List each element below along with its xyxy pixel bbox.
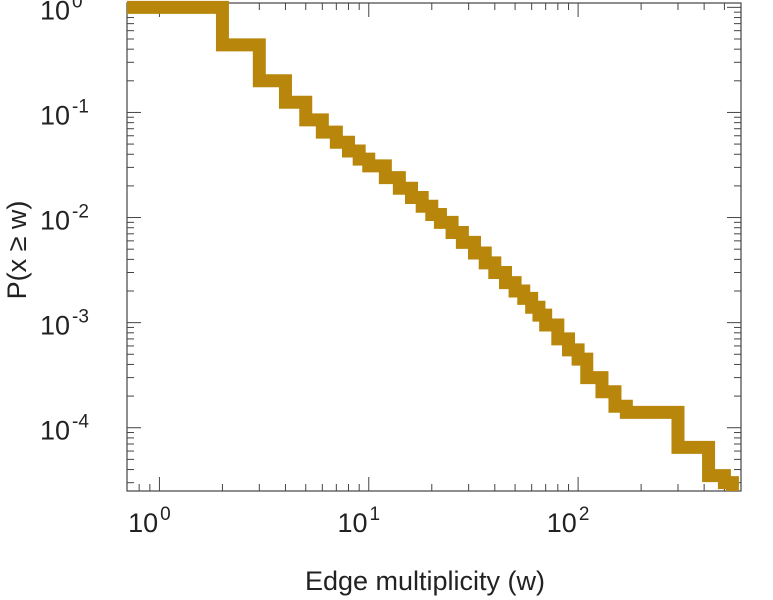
y-axis-label: P(x ≥ w): [2, 201, 32, 300]
x-tick-label: 10 1: [337, 504, 380, 538]
tick-labels: 10 0 10 1 10 2 10 0 10 -1 10 -2 10 -3 10 -4: [40, 0, 589, 538]
y-tick-label: 10 -1: [40, 96, 89, 130]
x-tick-label: 10 0: [128, 504, 171, 538]
series-line: [127, 0, 739, 491]
x-tick-label: 10 2: [547, 504, 590, 538]
plot-frame: [126, 2, 742, 492]
series-layer: [127, 0, 739, 491]
y-tick-label: 10 -2: [40, 202, 89, 236]
x-axis-label: Edge multiplicity (w): [305, 566, 545, 596]
y-tick-label: 10 -4: [40, 412, 89, 446]
y-tick-label: 10 0: [40, 0, 83, 25]
y-tick-label: 10 -3: [40, 307, 89, 341]
